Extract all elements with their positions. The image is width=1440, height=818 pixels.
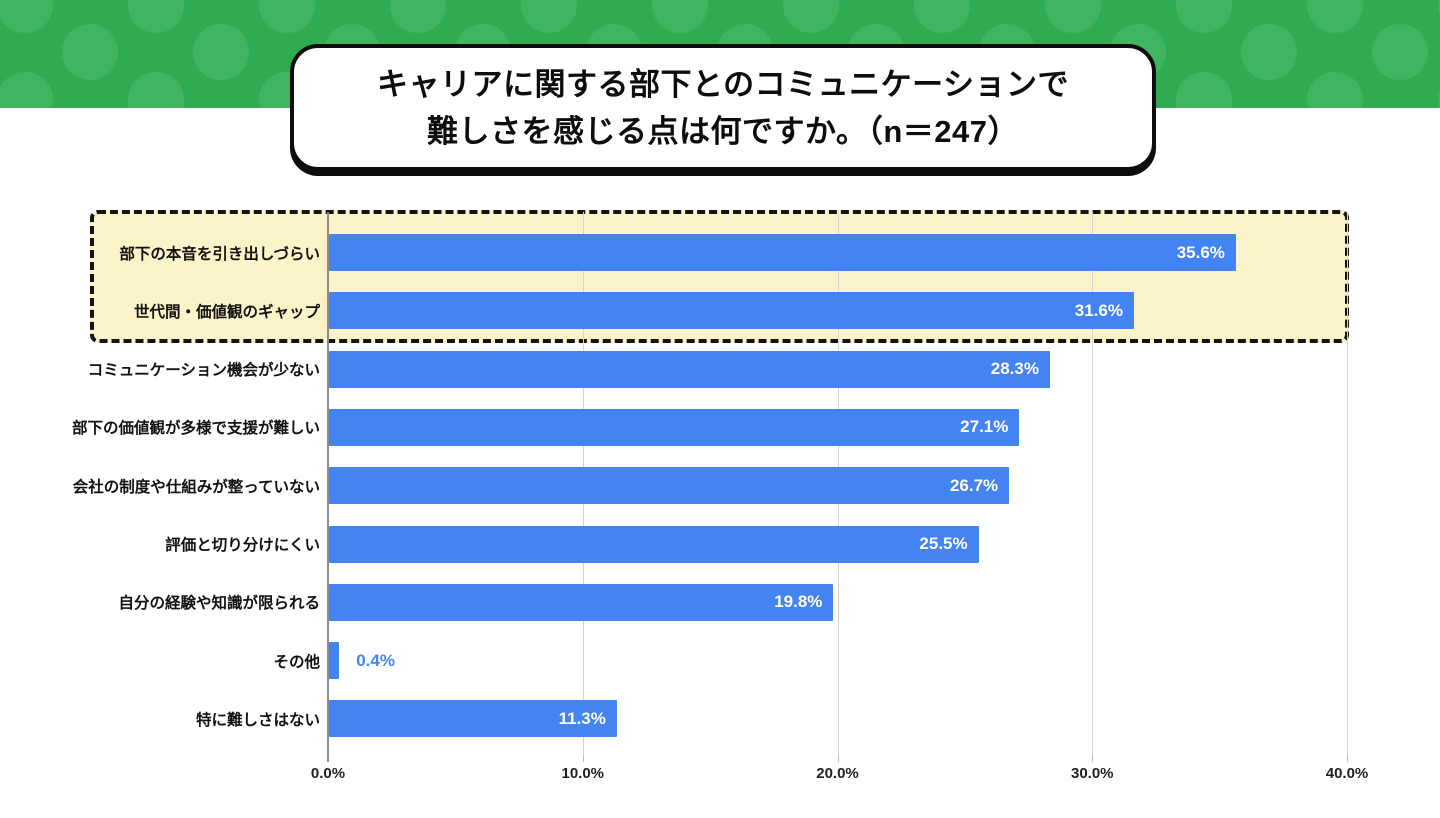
- value-label: 31.6%: [1074, 300, 1123, 320]
- category-label: コミュニケーション機会が少ない: [87, 362, 320, 380]
- bar: 31.6%: [329, 292, 1134, 330]
- gridline: [1092, 212, 1094, 755]
- category-label: 世代間・価値観のギャップ: [133, 303, 320, 321]
- x-tick-label: 40.0%: [1325, 765, 1369, 782]
- category-label: 自分の経験や知識が限られる: [118, 595, 320, 613]
- value-label: 19.8%: [774, 592, 823, 612]
- category-label: 部下の価値観が多様で支援が難しい: [71, 420, 320, 438]
- bar: 0.4%: [329, 642, 395, 680]
- x-tick-label: 10.0%: [561, 765, 605, 782]
- chart-title-line-1: キャリアに関する部下とのコミュニケーションで: [376, 66, 1070, 102]
- value-label: 11.3%: [558, 708, 606, 728]
- category-label: その他: [273, 653, 320, 671]
- bar: 25.5%: [329, 525, 979, 563]
- x-tick-mark: [837, 755, 839, 762]
- x-tick-mark: [582, 755, 584, 762]
- bar: 28.3%: [329, 350, 1050, 388]
- bar: 11.3%: [329, 700, 617, 738]
- value-label: 28.3%: [990, 359, 1039, 379]
- category-label: 特に難しさはない: [195, 711, 320, 729]
- bar: 19.8%: [329, 583, 834, 621]
- bar: 27.1%: [329, 408, 1020, 446]
- chart-title-box: キャリアに関する部下とのコミュニケーションで 難しさを感じる点は何ですか。（n＝…: [290, 44, 1156, 171]
- gridline: [1347, 212, 1348, 755]
- value-label: 35.6%: [1176, 242, 1225, 262]
- x-tick-label: 0.0%: [310, 765, 346, 782]
- value-label: 25.5%: [919, 534, 968, 553]
- x-tick-label: 30.0%: [1070, 765, 1114, 782]
- category-label: 部下の本音を引き出しづらい: [119, 245, 320, 263]
- chart-title-line-2: 難しさを感じる点は何ですか。（n＝247）: [426, 113, 1020, 149]
- y-axis-line: [327, 212, 329, 755]
- x-tick-mark: [327, 755, 329, 762]
- x-tick-label: 20.0%: [816, 765, 859, 782]
- value-label: 27.1%: [960, 417, 1009, 437]
- category-label: 会社の制度や仕組みが整っていない: [72, 478, 320, 496]
- category-label: 評価と切り分けにくい: [165, 537, 320, 554]
- value-label: 26.7%: [949, 475, 999, 495]
- value-label: 0.4%: [356, 650, 395, 670]
- x-tick-mark: [1347, 755, 1348, 762]
- bar: 35.6%: [329, 234, 1236, 271]
- x-tick-mark: [1092, 755, 1094, 762]
- bar: 26.7%: [329, 467, 1010, 505]
